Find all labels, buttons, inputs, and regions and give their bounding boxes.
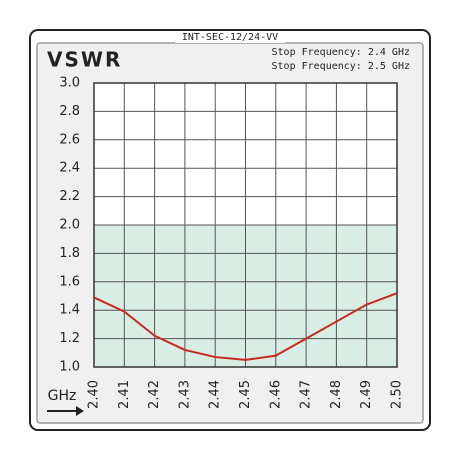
x-axis-label: GHz: [48, 388, 77, 404]
y-tick-label: 1.2: [59, 331, 80, 346]
plot-border: [93, 82, 398, 368]
annotation: Stop Frequency: 2.4 GHz: [272, 47, 410, 58]
y-tick-label: 2.2: [59, 189, 80, 204]
x-tick-label: 2.48: [329, 380, 344, 409]
y-tick-label: 1.0: [59, 360, 80, 375]
y-tick-label: 1.8: [59, 246, 80, 261]
x-arrow: [47, 406, 84, 416]
x-tick-label: 2.40: [87, 380, 102, 409]
header-bg: [175, 31, 285, 43]
y-tick-label: 2.4: [59, 161, 80, 176]
chart-title: VSWR: [47, 48, 122, 72]
x-tick-label: 2.41: [117, 380, 132, 409]
y-tick-label: 3.0: [59, 76, 80, 91]
y-tick-label: 2.8: [59, 104, 80, 119]
x-tick-label: 2.43: [177, 380, 192, 409]
x-tick-label: 2.49: [359, 380, 374, 409]
header: INT-SEC-12/24-VV: [182, 32, 278, 43]
x-tick-label: 2.50: [390, 380, 405, 409]
y-tick-label: 1.4: [59, 303, 80, 318]
annotation: Stop Frequency: 2.5 GHz: [272, 61, 410, 72]
y-tick-label: 2.6: [59, 132, 80, 147]
x-tick-label: 2.45: [238, 380, 253, 409]
y-tick-label: 2.0: [59, 218, 80, 233]
x-tick-label: 2.47: [299, 380, 314, 409]
x-tick-label: 2.42: [147, 380, 162, 409]
y-tick-label: 1.6: [59, 274, 80, 289]
x-tick-label: 2.44: [208, 380, 223, 409]
vswr-line: [93, 292, 398, 361]
x-tick-label: 2.46: [268, 380, 283, 409]
